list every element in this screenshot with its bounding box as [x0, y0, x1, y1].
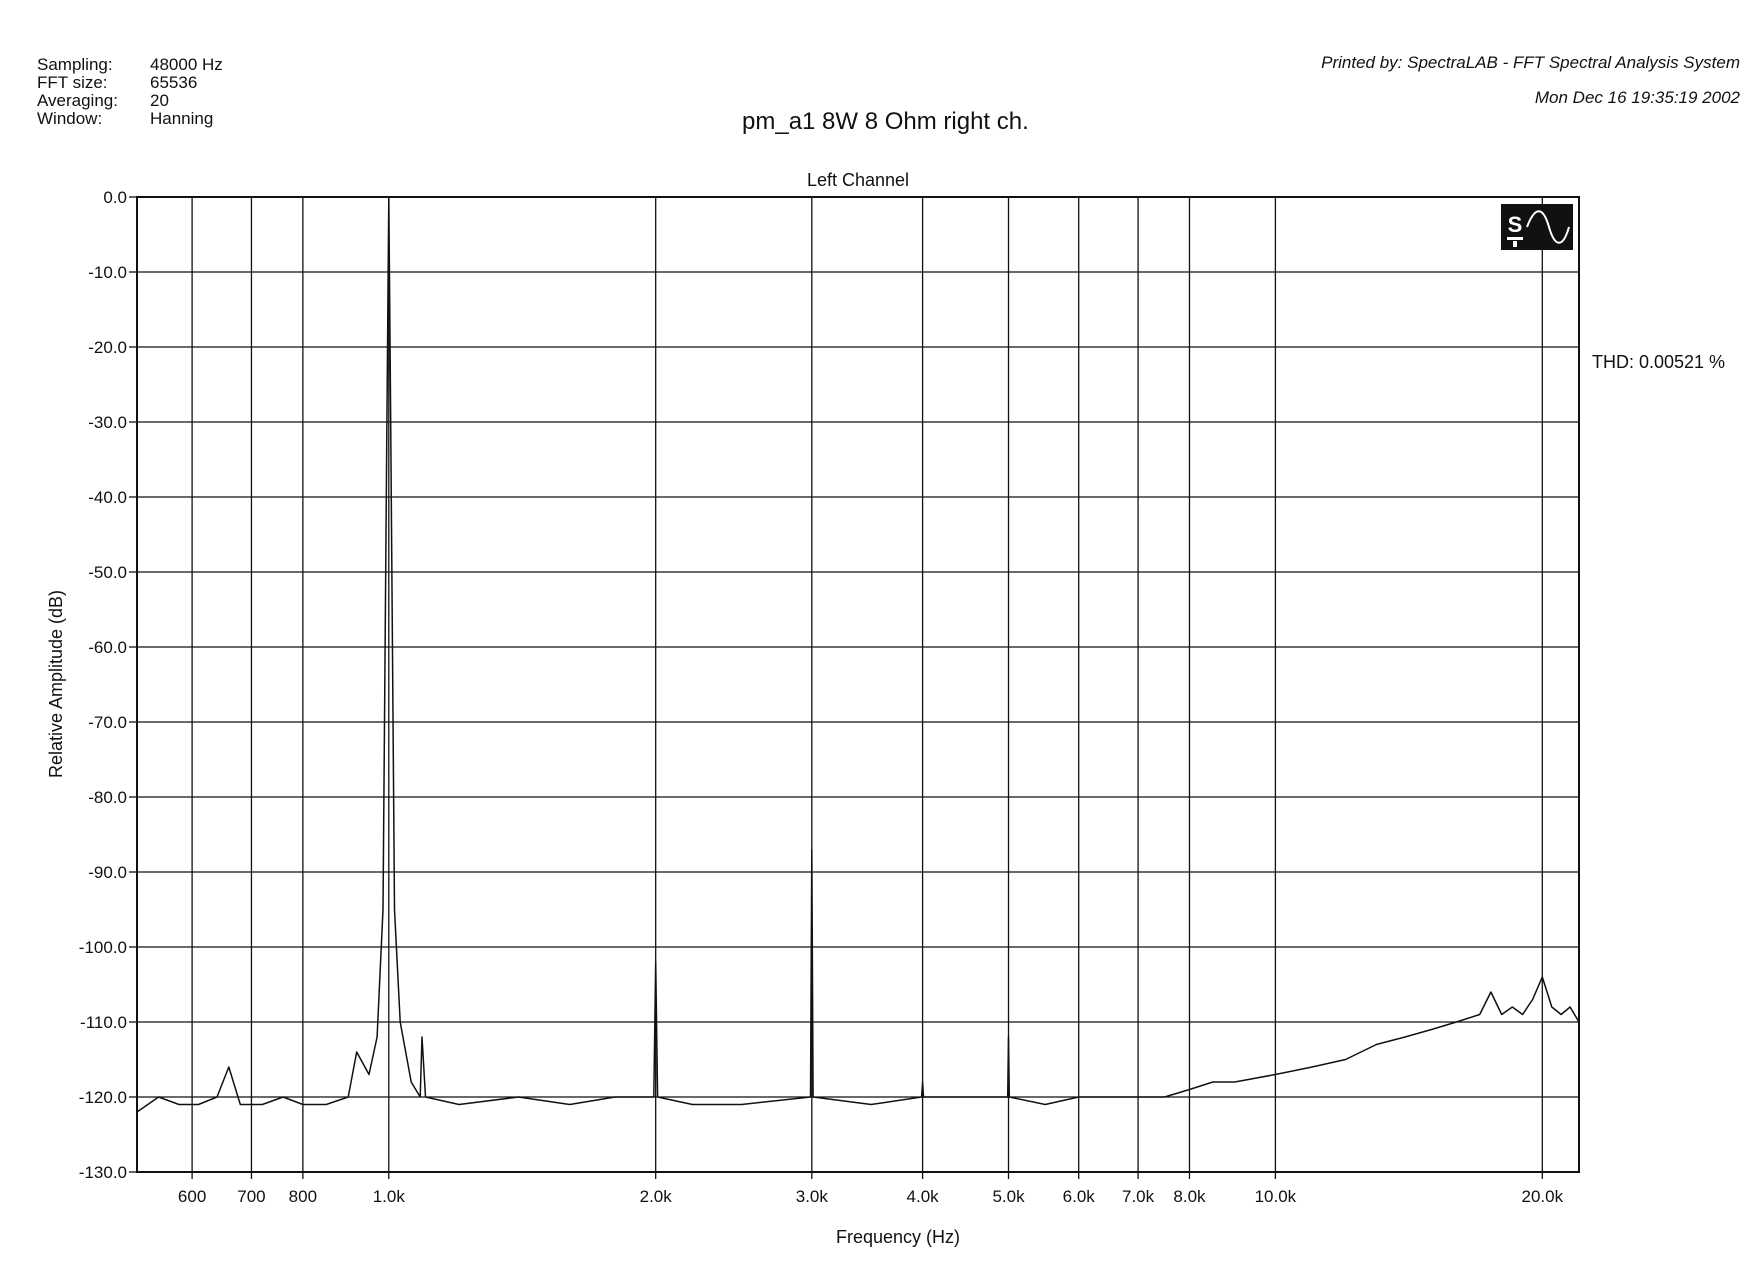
grid [137, 196, 1579, 1173]
fft-size-value: 65536 [150, 73, 198, 92]
window-value: Hanning [150, 109, 214, 128]
y-tick-label: -60.0 [88, 638, 127, 657]
y-axis-label: Relative Amplitude (dB) [46, 590, 66, 778]
y-tick-label: -70.0 [88, 713, 127, 732]
fft-size-label: FFT size: [37, 73, 108, 92]
x-tick-label: 6.0k [1063, 1187, 1096, 1206]
x-tick-label: 3.0k [796, 1187, 829, 1206]
y-tick-label: -100.0 [79, 938, 127, 957]
chart-title: Left Channel [807, 170, 909, 190]
x-tick-label: 700 [237, 1187, 265, 1206]
x-tick-label: 4.0k [907, 1187, 940, 1206]
y-tick-label: -90.0 [88, 863, 127, 882]
x-axis-label: Frequency (Hz) [836, 1227, 960, 1247]
sampling-value: 48000 Hz [150, 55, 223, 74]
x-tick-label: 600 [178, 1187, 206, 1206]
printed-by: Printed by: SpectraLAB - FFT Spectral An… [1321, 53, 1740, 72]
averaging-label: Averaging: [37, 91, 118, 110]
spectralab-logo: S [1501, 204, 1573, 250]
plot-frame [136, 196, 1580, 1173]
y-tick-label: -50.0 [88, 563, 127, 582]
spectrum-trace [136, 196, 1580, 1113]
y-axis-ticks: 0.0 -10.0 -20.0 -30.0 -40.0 -50.0 -60.0 -70.0 -8… [79, 188, 137, 1182]
window-label: Window: [37, 109, 103, 128]
y-tick-label: -20.0 [88, 338, 127, 357]
y-tick-label: -130.0 [79, 1163, 127, 1182]
x-tick-label: 2.0k [640, 1187, 673, 1206]
x-axis-ticks: 600 700 800 1.0k 2.0k 3.0k 4.0k 5.0k 6.0k 7.0k 8.0… [178, 1172, 1564, 1206]
averaging-value: 20 [150, 91, 169, 110]
sampling-label: Sampling: [37, 55, 113, 74]
y-tick-label: -40.0 [88, 488, 127, 507]
print-date: Mon Dec 16 19:35:19 2002 [1534, 88, 1740, 107]
logo-letter: S [1508, 212, 1523, 237]
x-tick-label: 10.0k [1255, 1187, 1297, 1206]
y-tick-label: -110.0 [80, 1013, 127, 1032]
y-tick-label: -120.0 [79, 1088, 127, 1107]
page-title: pm_a1 8W 8 Ohm right ch. [742, 108, 1029, 135]
x-tick-label: 800 [289, 1187, 317, 1206]
y-tick-label: -80.0 [88, 788, 127, 807]
thd-readout: THD: 0.00521 % [1592, 352, 1726, 372]
y-tick-label: -10.0 [88, 263, 127, 282]
x-tick-label: 5.0k [992, 1187, 1025, 1206]
x-tick-label: 8.0k [1173, 1187, 1206, 1206]
x-tick-label: 20.0k [1522, 1187, 1564, 1206]
y-tick-label: 0.0 [103, 188, 127, 207]
y-tick-label: -30.0 [88, 413, 127, 432]
x-tick-label: 7.0k [1122, 1187, 1155, 1206]
sine-wave-icon [1526, 210, 1570, 244]
x-tick-label: 1.0k [373, 1187, 406, 1206]
